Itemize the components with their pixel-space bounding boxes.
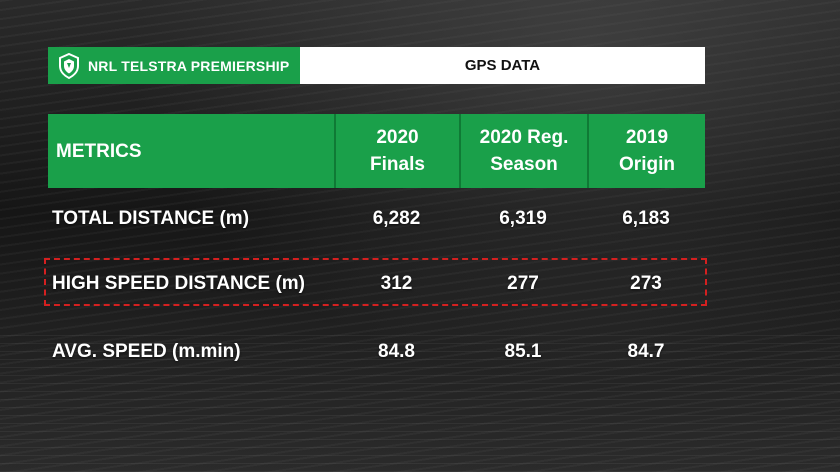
brand-label: NRL TELSTRA PREMIERSHIP <box>88 57 290 74</box>
table-cell: 312 <box>380 273 413 294</box>
metric-label: HIGH SPEED DISTANCE (m) <box>52 273 306 294</box>
table-row: AVG. SPEED (m.min) 84.8 85.1 84.7 <box>48 318 705 386</box>
column-header-2020-regular-season: 2020 Reg. Season <box>459 114 587 188</box>
metric-label: AVG. SPEED (m.min) <box>52 341 241 362</box>
table-cell: 273 <box>630 273 662 294</box>
table-row-highlighted: HIGH SPEED DISTANCE (m) 312 277 273 <box>48 250 705 318</box>
column-header-line: METRICS <box>56 140 142 162</box>
header-bar: NRL TELSTRA PREMIERSHIP GPS DATA <box>48 47 705 84</box>
table-cell: 85.1 <box>504 341 542 362</box>
column-header-line: 2020 Reg. <box>479 127 569 148</box>
table-cell: 84.8 <box>378 341 415 362</box>
column-header-2019-origin: 2019 Origin <box>587 114 705 188</box>
table-cell: 84.7 <box>627 341 665 362</box>
nrl-shield-icon <box>59 52 79 79</box>
table-cell: 277 <box>507 273 539 294</box>
column-header-line: 2019 <box>625 127 669 148</box>
column-header-2020-finals: 2020 Finals <box>334 114 459 188</box>
column-header-line: Finals <box>370 154 425 175</box>
column-header-metrics: METRICS <box>48 114 334 188</box>
table-cell: 6,282 <box>372 208 421 229</box>
brand-banner: NRL TELSTRA PREMIERSHIP <box>48 47 300 84</box>
column-header-line: 2020 <box>376 127 419 148</box>
column-header-line: Season <box>490 154 558 175</box>
page-title: GPS DATA <box>464 57 541 74</box>
table-header-row: METRICS 2020 Finals 2020 Reg. Season 201… <box>48 114 705 188</box>
table-row: TOTAL DISTANCE (m) 6,282 6,319 6,183 <box>48 188 705 250</box>
table-cell: 6,319 <box>499 208 547 229</box>
title-box: GPS DATA <box>300 47 705 84</box>
column-header-line: Origin <box>619 154 675 175</box>
gps-data-table: METRICS 2020 Finals 2020 Reg. Season 201… <box>48 114 705 386</box>
table-cell: 6,183 <box>622 208 670 229</box>
metric-label: TOTAL DISTANCE (m) <box>52 208 250 229</box>
